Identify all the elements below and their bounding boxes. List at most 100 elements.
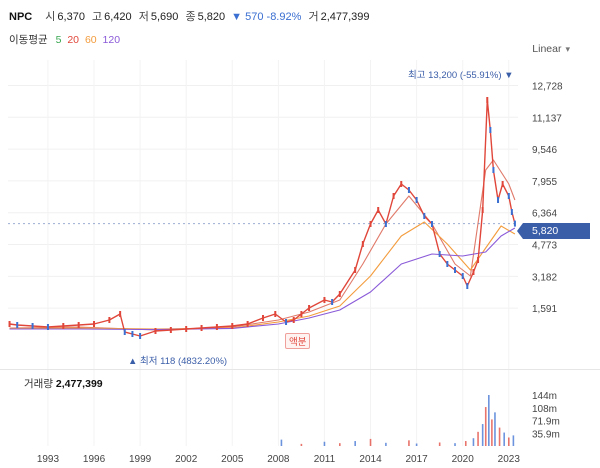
price-point (231, 323, 234, 329)
volume-bar (438, 442, 441, 446)
price-point (119, 311, 122, 317)
price-point (308, 305, 311, 311)
low-value: 5,690 (150, 11, 179, 23)
price-point (384, 221, 387, 227)
volume-bar (415, 443, 418, 446)
price-point (8, 321, 11, 327)
price-point (481, 207, 484, 213)
volume-label: 거 (308, 11, 319, 23)
volume-bar (339, 443, 341, 446)
ma-period-5[interactable]: 5 (55, 34, 62, 46)
price-point (31, 323, 34, 329)
volume-bar (488, 395, 490, 446)
price-point (430, 221, 433, 227)
price-point (438, 251, 441, 257)
series-line-MA60 (9, 221, 516, 330)
high-label: 고 (92, 11, 103, 23)
price-point (501, 181, 504, 187)
moving-average-legend[interactable]: 이동평균 5 20 60 120 (9, 32, 123, 47)
open-label: 시 (45, 11, 56, 23)
price-point (361, 241, 364, 247)
price-point (16, 322, 19, 328)
close-value: 5,820 (197, 11, 226, 23)
year-tick-label: 2002 (175, 454, 198, 465)
price-point (454, 267, 457, 273)
close-label: 종 (185, 11, 196, 23)
volume-bar (472, 438, 475, 446)
ma-period-120[interactable]: 120 (102, 34, 121, 46)
price-point (131, 331, 134, 337)
volume-bar (369, 438, 372, 446)
quote-header: NPC 시 6,370 고 6,420 저 5,690 종 5,820 ▼ 570 -8… (9, 8, 370, 24)
split-tag: 액분 (285, 333, 311, 349)
price-point (461, 273, 464, 279)
price-tick-label: 12,728 (532, 81, 563, 92)
volume-bar (354, 441, 356, 446)
ma-period-60[interactable]: 60 (84, 34, 97, 46)
price-point (377, 207, 380, 213)
current-price-tag: 5,820 (517, 223, 590, 239)
ma-period-20[interactable]: 20 (67, 34, 80, 46)
volume-bar (323, 441, 326, 446)
volume-bar (477, 431, 479, 446)
price-point (510, 209, 513, 215)
price-point (323, 297, 326, 303)
price-point (292, 317, 295, 323)
price-point (392, 193, 395, 199)
price-tick-label: 7,955 (532, 177, 557, 188)
price-point (246, 321, 249, 327)
price-point (139, 333, 142, 339)
low-label: 저 (138, 11, 149, 23)
volume-tick-label: 71.9m (532, 417, 560, 428)
price-point (62, 323, 65, 329)
price-point (262, 315, 264, 321)
year-tick-label: 1993 (37, 454, 60, 465)
price-point (331, 299, 334, 305)
price-point (492, 167, 495, 173)
price-point (472, 269, 475, 275)
volume-bar (280, 439, 283, 446)
price-point (489, 127, 492, 133)
volume-bar (454, 443, 456, 446)
year-tick-label: 2011 (314, 454, 336, 465)
year-tick-label: 1996 (83, 454, 106, 465)
volume-tick-label: 108m (532, 404, 557, 415)
price-tick-label: 4,773 (532, 241, 557, 252)
volume-bar (385, 442, 387, 446)
volume-bar (300, 443, 303, 446)
year-tick-label: 2023 (498, 454, 521, 465)
volume-panel-title: 거래량 2,477,399 (24, 376, 103, 391)
volume-bar (498, 427, 501, 446)
volume-value: 2,477,399 (320, 11, 370, 23)
change-value: ▼ 570 -8.92% (231, 11, 302, 23)
volume-tick-label: 144m (532, 391, 557, 402)
volume-panel-value: 2,477,399 (55, 378, 103, 390)
moving-average-title: 이동평균 (9, 34, 48, 46)
price-point (466, 283, 469, 289)
price-point (477, 257, 480, 263)
year-tick-label: 2017 (405, 454, 428, 465)
price-point (300, 311, 303, 317)
price-point (285, 319, 288, 325)
price-point (154, 328, 157, 334)
year-tick-label: 2005 (221, 454, 244, 465)
price-tick-label: 3,182 (532, 272, 557, 283)
series-line-MA120 (9, 227, 516, 331)
price-point (274, 311, 277, 317)
volume-bar (503, 432, 505, 446)
volume-bar (481, 424, 484, 446)
volume-bar (494, 412, 496, 446)
chevron-down-icon: ▾ (565, 44, 570, 54)
price-point (497, 197, 500, 203)
year-tick-label: 1999 (129, 454, 152, 465)
price-point (46, 324, 49, 330)
scale-selector[interactable]: Linear ▾ (532, 43, 570, 55)
high-annotation: 최고 13,200 (-55.91%) ▼ (408, 70, 514, 81)
price-point (354, 267, 357, 273)
volume-bar (464, 441, 467, 446)
series-line-종가 (9, 99, 516, 337)
price-point (215, 324, 218, 330)
panel-divider (0, 369, 600, 370)
price-point (446, 261, 449, 267)
